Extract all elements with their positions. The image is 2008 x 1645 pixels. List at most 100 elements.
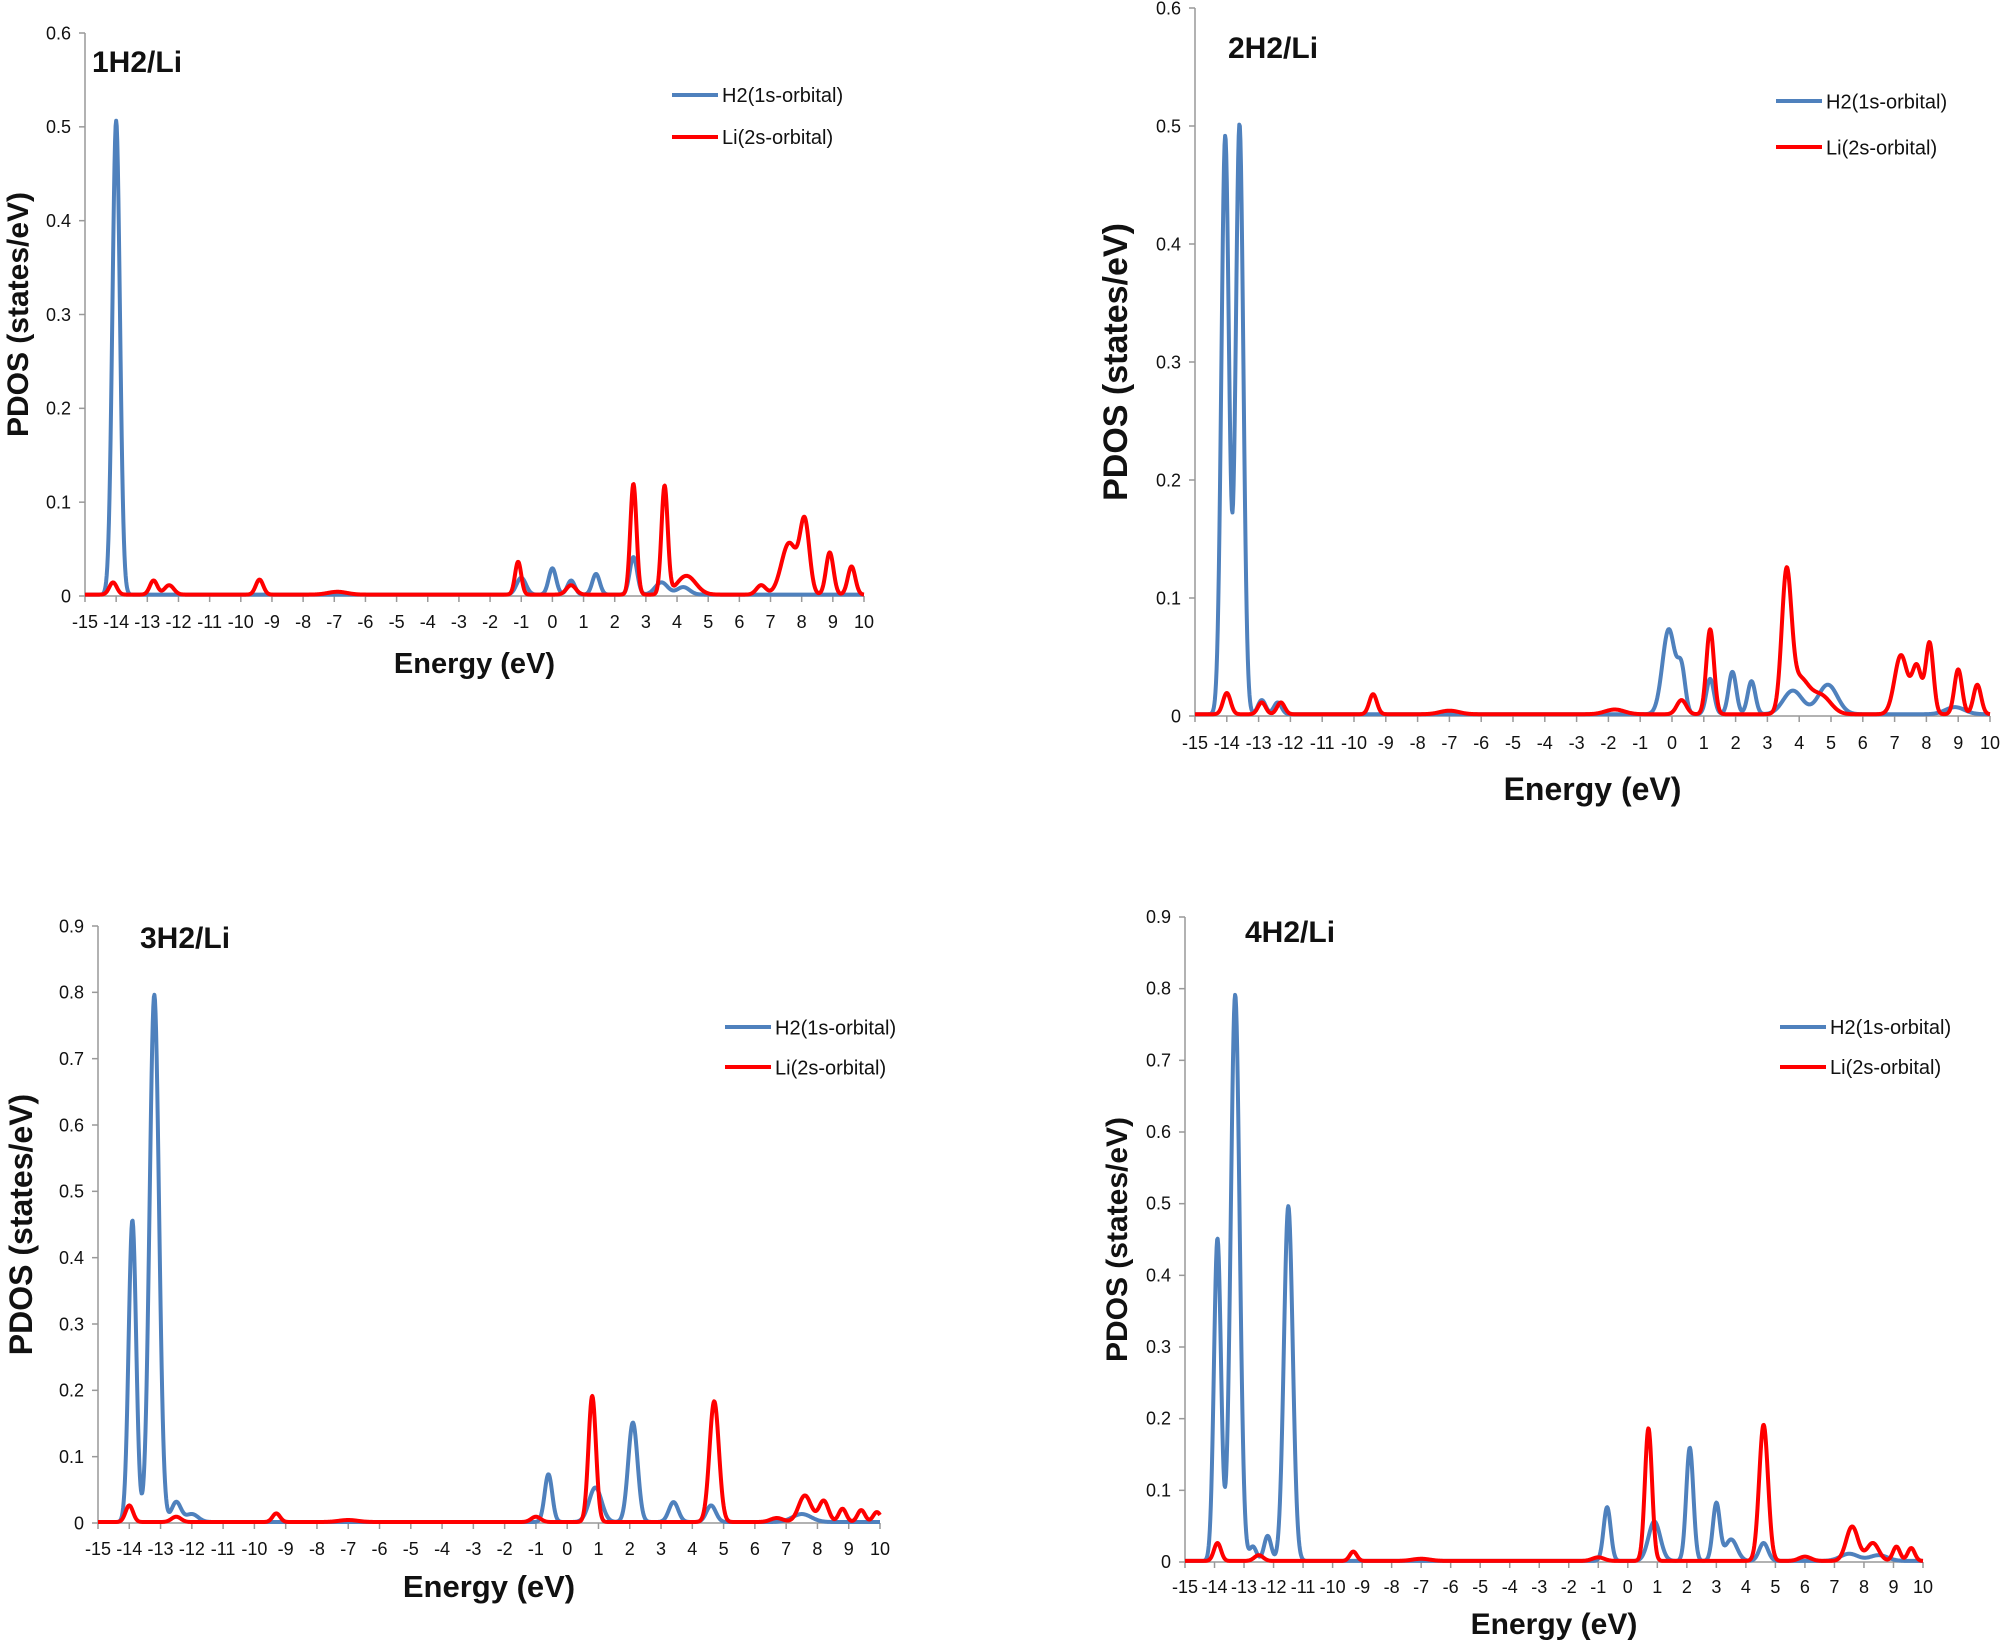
legend-label: H2(1s-orbital) (1826, 92, 1947, 114)
y-tick-label: 0.1 (46, 492, 71, 512)
y-tick-label: 0.6 (1146, 1122, 1171, 1142)
x-tick-label: -6 (372, 1539, 388, 1559)
series-line-h2 (1193, 122, 1992, 717)
legend-label: H2(1s-orbital) (1830, 1017, 1951, 1039)
x-tick-label: -4 (434, 1539, 450, 1559)
x-tick-label: -3 (1569, 733, 1585, 753)
y-tick-label: 0.4 (46, 211, 71, 231)
x-tick-label: 2 (625, 1539, 635, 1559)
chart-title: 4H2/Li (1245, 916, 1335, 949)
x-tick-label: 8 (1921, 733, 1931, 753)
x-tick-label: -4 (1502, 1577, 1518, 1597)
chart-panel-2: 0 0.1 0.2 0.3 0.4 0.5 0.6 -15 -14 -13 -12 -11 -10 -9-… (1090, 0, 2008, 825)
x-tick-label: -13 (148, 1539, 174, 1559)
x-axis-label: Energy (eV) (394, 648, 555, 680)
x-axis-label: Energy (eV) (1471, 1608, 1638, 1640)
x-tick-label: -7 (340, 1539, 356, 1559)
x-tick-label: 1 (579, 612, 589, 632)
x-tick-label: -3 (465, 1539, 481, 1559)
x-tick-label: -1 (528, 1539, 544, 1559)
chart-panel-3: 0 0.1 0.2 0.3 0.4 0.5 0.6 0.7 0.8 0.9 -15 -14 -13 -12… (0, 905, 900, 1630)
x-tick-label: -8 (1410, 733, 1426, 753)
y-tick-label: 0.9 (1146, 907, 1171, 927)
y-tick-label: 0 (74, 1513, 84, 1533)
x-tick-label: -8 (309, 1539, 325, 1559)
x-tick-label: 10 (1913, 1577, 1933, 1597)
y-tick-label: 0.8 (1146, 979, 1171, 999)
x-tick-label: 1 (1699, 733, 1709, 753)
y-tick-label: 0.3 (46, 305, 71, 325)
x-tick-label: -14 (116, 1539, 142, 1559)
x-tick-label: -11 (197, 612, 222, 632)
x-tick-label: -1 (1632, 733, 1648, 753)
x-tick-label: 5 (719, 1539, 729, 1559)
x-tick-label: -1 (1590, 1577, 1606, 1597)
y-tick-label: 0.2 (1156, 471, 1181, 491)
x-axis-label: Energy (eV) (1504, 771, 1682, 807)
x-tick-label: -3 (1531, 1577, 1547, 1597)
y-tick-label: 0.5 (1146, 1194, 1171, 1214)
legend-label: H2(1s-orbital) (775, 1017, 896, 1039)
x-tick-label: -6 (357, 612, 373, 632)
legend-label: Li(2s-orbital) (722, 127, 833, 149)
series-line-h2 (1183, 992, 1925, 1563)
x-tick-label: -8 (295, 612, 311, 632)
x-tick-label: -13 (1231, 1577, 1257, 1597)
series-line-li (1183, 1422, 1925, 1563)
x-tick-label: 7 (781, 1539, 791, 1559)
legend-label: H2(1s-orbital) (722, 85, 843, 107)
x-tick-label: 6 (1858, 733, 1868, 753)
x-tick-label: 9 (1953, 733, 1963, 753)
y-tick-label: 0.7 (1146, 1050, 1171, 1070)
x-tick-label: -15 (1172, 1577, 1198, 1597)
x-tick-label: -2 (482, 612, 498, 632)
y-tick-label: 0.5 (46, 117, 71, 137)
x-tick-label: -5 (403, 1539, 419, 1559)
x-tick-label: 9 (828, 612, 838, 632)
chart-title: 1H2/Li (92, 46, 182, 79)
x-tick-label: -15 (72, 612, 98, 632)
x-tick-label: -10 (1341, 733, 1367, 753)
x-tick-label: -4 (420, 612, 436, 632)
x-tick-label: -14 (1214, 733, 1240, 753)
x-tick-label: 2 (1731, 733, 1741, 753)
x-tick-label: 4 (672, 612, 682, 632)
y-tick-label: 0.5 (59, 1182, 84, 1202)
series-line-li (96, 1394, 882, 1524)
x-tick-label: 5 (703, 612, 713, 632)
x-tick-label: -8 (1384, 1577, 1400, 1597)
x-tick-label: 7 (1829, 1577, 1839, 1597)
chart-4: 00.10.20.30.40.50.60.70.80.9-15 -14 -13 -12… (1101, 907, 1951, 1641)
x-tick-label: -9 (264, 612, 280, 632)
y-tick-label: 0.7 (59, 1049, 84, 1069)
x-tick-label: 0 (1667, 733, 1677, 753)
x-tick-label: -3 (451, 612, 467, 632)
chart-title: 3H2/Li (140, 922, 230, 955)
x-tick-label: -1 (513, 612, 529, 632)
x-tick-label: -15 (85, 1539, 111, 1559)
y-tick-label: 0.6 (59, 1115, 84, 1135)
legend-label: Li(2s-orbital) (1826, 138, 1937, 160)
y-tick-label: 0.3 (1146, 1337, 1171, 1357)
series-line-li (83, 482, 866, 597)
x-tick-label: 10 (854, 612, 874, 632)
x-tick-label: -2 (497, 1539, 513, 1559)
x-tick-label: 7 (1890, 733, 1900, 753)
y-tick-label: 0.1 (1146, 1480, 1171, 1500)
x-tick-label: 1 (593, 1539, 603, 1559)
x-tick-label: -6 (1443, 1577, 1459, 1597)
x-tick-label: 9 (1888, 1577, 1898, 1597)
x-tick-label: -12 (165, 612, 191, 632)
y-tick-label: 0.1 (1156, 589, 1181, 609)
x-tick-label: 8 (812, 1539, 822, 1559)
x-tick-label: -5 (389, 612, 405, 632)
y-axis-label: PDOS (states/eV) (2, 192, 35, 437)
y-tick-label: 0 (1171, 707, 1181, 727)
x-tick-label: 5 (1826, 733, 1836, 753)
x-tick-label: -11 (1310, 733, 1335, 753)
x-tick-label: -7 (1413, 1577, 1429, 1597)
x-tick-label: -12 (1261, 1577, 1287, 1597)
x-tick-label: 10 (1980, 733, 2000, 753)
x-tick-label: -6 (1473, 733, 1489, 753)
x-tick-label: 0 (1623, 1577, 1633, 1597)
